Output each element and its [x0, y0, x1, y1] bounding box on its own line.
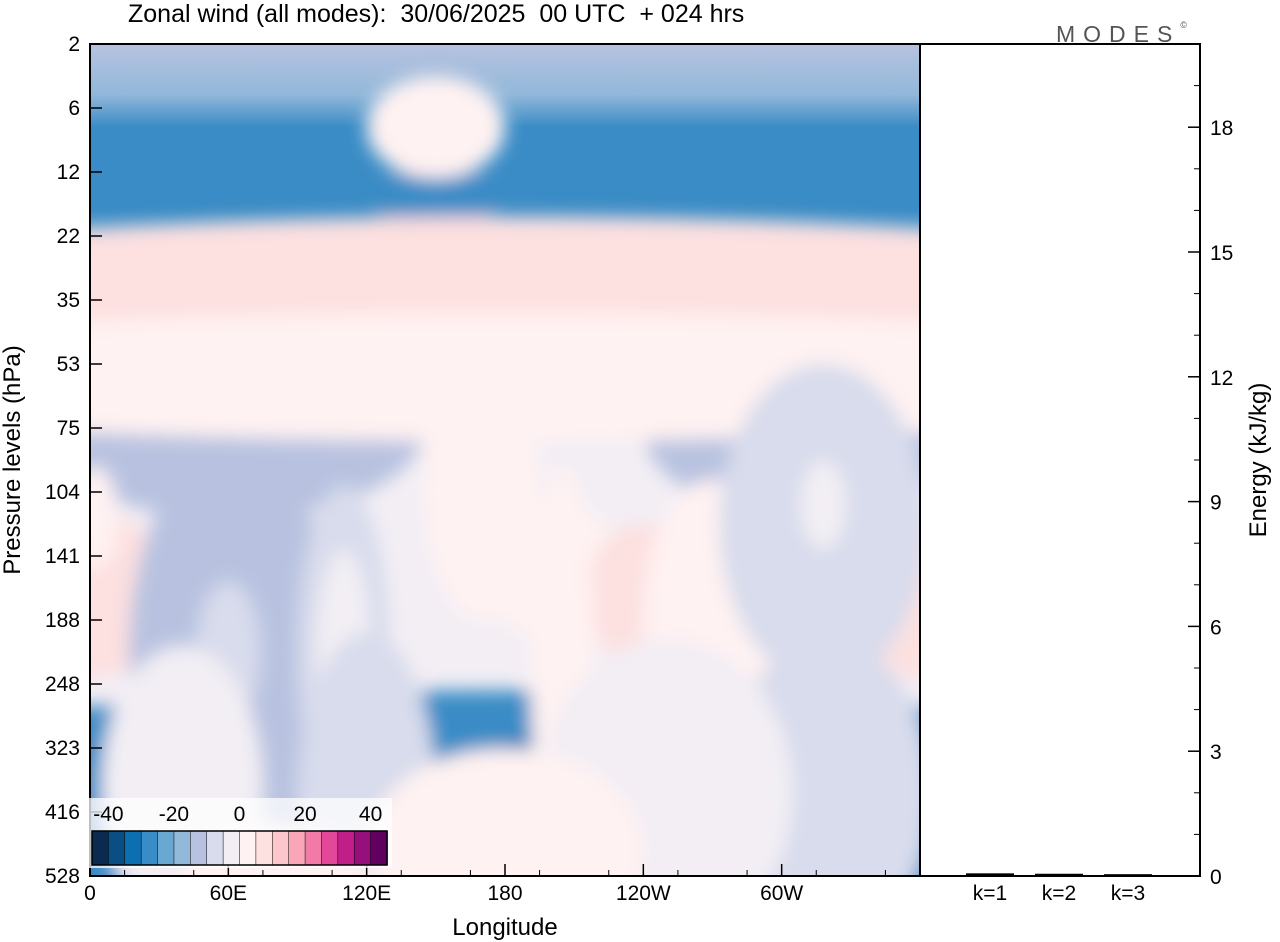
logo-mark: ©	[1180, 20, 1187, 30]
wind-feature-9	[90, 312, 920, 441]
colorbar-swatch	[173, 830, 192, 866]
x-tick-label: 120E	[342, 882, 391, 905]
energy-x-tick-label: k=3	[1111, 882, 1145, 905]
zonal-wind-heatmap: 0 60E 120E 180 120W 60W 2 6 12 22 35 53 75 104 141 188…	[0, 33, 921, 941]
y-axis: 2 6 12 22 35 53 75 104 141 188 248 323 416 528	[45, 33, 102, 888]
y-tick-label: 35	[57, 289, 80, 312]
energy-y-tick-label: 15	[1210, 242, 1233, 265]
x-tick-label: 120W	[616, 882, 671, 905]
colorbar-swatch	[288, 830, 306, 866]
colorbar-frame	[91, 830, 388, 866]
colorbar-swatch	[255, 830, 274, 866]
colorbar-swatch	[321, 830, 339, 866]
y-tick-label: 188	[45, 609, 80, 632]
colorbar-swatch	[140, 830, 159, 866]
energy-y-tick-label: 9	[1210, 492, 1222, 515]
energy-bars	[966, 873, 1152, 876]
colorbar-swatch	[222, 830, 241, 866]
colorbar-swatch	[239, 830, 257, 866]
x-axis-label: Longitude	[452, 914, 557, 941]
colorbar: -40 -20 0 20 40	[86, 798, 392, 868]
wind-feature-30	[366, 748, 644, 876]
y-tick-label: 75	[57, 417, 80, 440]
colorbar-swatch	[272, 830, 290, 866]
logo-text: MODES	[1056, 21, 1181, 47]
energy-y-tick-label: 0	[1210, 866, 1222, 889]
colorbar-swatch	[190, 830, 208, 866]
colorbar-label: -40	[93, 803, 123, 826]
colorbar-swatches	[91, 830, 388, 866]
energy-x-axis: k=1 k=2 k=3	[973, 882, 1145, 905]
colorbar-swatch	[337, 830, 355, 866]
colorbar-swatch	[304, 830, 323, 866]
y-tick-label: 528	[45, 865, 80, 888]
chart-title: Zonal wind (all modes): 30/06/2025 00 UT…	[128, 0, 745, 28]
x-axis: 0 60E 120E 180 120W 60W	[84, 864, 886, 905]
colorbar-label: -20	[159, 803, 189, 826]
y-tick-label: 6	[68, 97, 80, 120]
energy-x-tick-label: k=2	[1042, 882, 1076, 905]
y-tick-label: 22	[57, 225, 80, 248]
energy-bar-k=1	[966, 873, 1014, 875]
colorbar-swatch	[108, 830, 126, 866]
y-axis-label: Pressure levels (hPa)	[0, 345, 26, 574]
colorbar-swatch	[124, 830, 142, 866]
colorbar-swatch	[206, 830, 224, 866]
colorbar-label: 40	[359, 803, 382, 826]
energy-bar-k=3	[1104, 874, 1152, 876]
energy-bar-k=2	[1035, 873, 1083, 876]
energy-plot-frame	[919, 43, 1201, 877]
x-tick-label: 60E	[210, 882, 247, 905]
colorbar-swatch	[157, 830, 175, 866]
wind-feature-24	[800, 460, 847, 550]
colorbar-label: 0	[234, 803, 246, 826]
energy-y-axis: 0 3 6 9 12 15 18	[1188, 85, 1233, 889]
energy-y-axis-label: Energy (kJ/kg)	[1245, 383, 1272, 538]
wind-feature-20	[424, 364, 540, 620]
y-tick-label: 53	[57, 353, 80, 376]
x-tick-label: 0	[84, 882, 96, 905]
colorbar-swatch	[370, 830, 388, 866]
modes-logo: MODES©	[1056, 20, 1187, 48]
x-tick-label: 60W	[760, 882, 803, 905]
energy-x-tick-label: k=1	[973, 882, 1007, 905]
y-tick-label: 323	[45, 737, 80, 760]
colorbar-label: 20	[293, 803, 316, 826]
y-tick-label: 416	[45, 801, 80, 824]
colorbar-swatch	[91, 830, 110, 866]
y-tick-label: 104	[45, 481, 80, 504]
y-tick-label: 12	[57, 161, 80, 184]
y-tick-label: 141	[45, 545, 80, 568]
energy-y-tick-label: 12	[1210, 367, 1233, 390]
energy-y-tick-label: 6	[1210, 616, 1222, 639]
energy-y-tick-label: 3	[1210, 741, 1222, 764]
energy-y-tick-label: 18	[1210, 117, 1233, 140]
x-tick-label: 180	[487, 882, 522, 905]
colorbar-labels: -40 -20 0 20 40	[93, 803, 382, 826]
wind-feature-3	[366, 76, 505, 179]
colorbar-swatch	[353, 830, 372, 866]
y-tick-label: 248	[45, 673, 80, 696]
y-tick-label: 2	[68, 33, 80, 56]
energy-bar-chart: k=1 k=2 k=3 0 3 6 9 12 15 18 Energy (kJ/kg)	[919, 43, 1272, 905]
